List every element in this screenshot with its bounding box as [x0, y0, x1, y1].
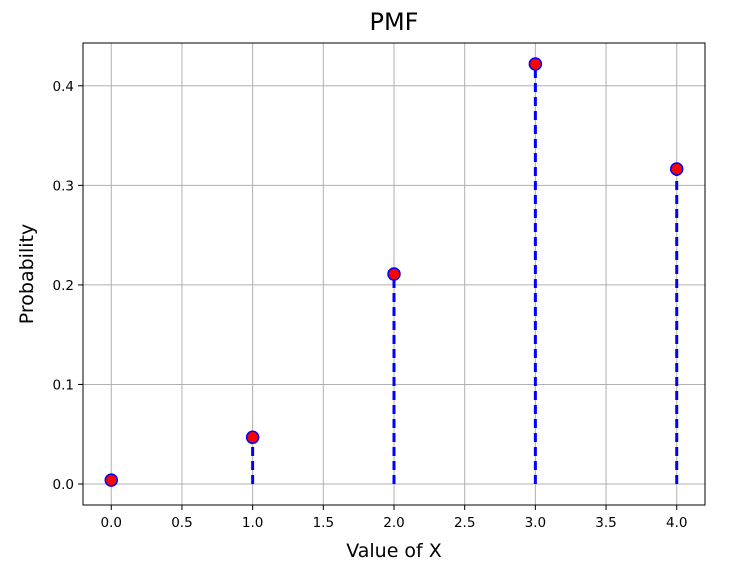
- x-tick-label: 2.0: [383, 515, 404, 531]
- x-tick-label: 0.5: [171, 515, 192, 531]
- stem-markers: [104, 57, 684, 487]
- stem-marker: [669, 162, 684, 176]
- x-tick-label: 4.0: [666, 515, 687, 531]
- x-tick-label: 3.5: [595, 515, 616, 531]
- stem-marker: [104, 473, 119, 487]
- x-tick-label: 3.0: [525, 515, 546, 531]
- y-tick-label: 0.0: [53, 477, 74, 493]
- y-tick-label: 0.1: [53, 377, 74, 393]
- x-tick-label: 1.0: [242, 515, 263, 531]
- chart-title: PMF: [370, 8, 419, 36]
- x-axis-label: Value of X: [346, 540, 442, 562]
- x-axis-ticks: 0.0 0.5 1.0 1.5 2.0 2.5 3.0 3.5 4.0: [101, 505, 687, 531]
- y-tick-label: 0.4: [53, 79, 74, 95]
- stem-marker: [387, 267, 401, 281]
- x-tick-label: 0.0: [101, 515, 122, 531]
- x-tick-label: 2.5: [454, 515, 475, 531]
- x-tick-label: 1.5: [313, 515, 334, 531]
- y-axis-label: Probability: [16, 224, 38, 324]
- stem-marker: [528, 57, 543, 71]
- stem-marker: [245, 430, 260, 445]
- y-tick-label: 0.3: [53, 178, 74, 194]
- y-tick-label: 0.2: [53, 278, 74, 294]
- y-axis-ticks: 0.0 0.1 0.2 0.3 0.4: [53, 79, 83, 493]
